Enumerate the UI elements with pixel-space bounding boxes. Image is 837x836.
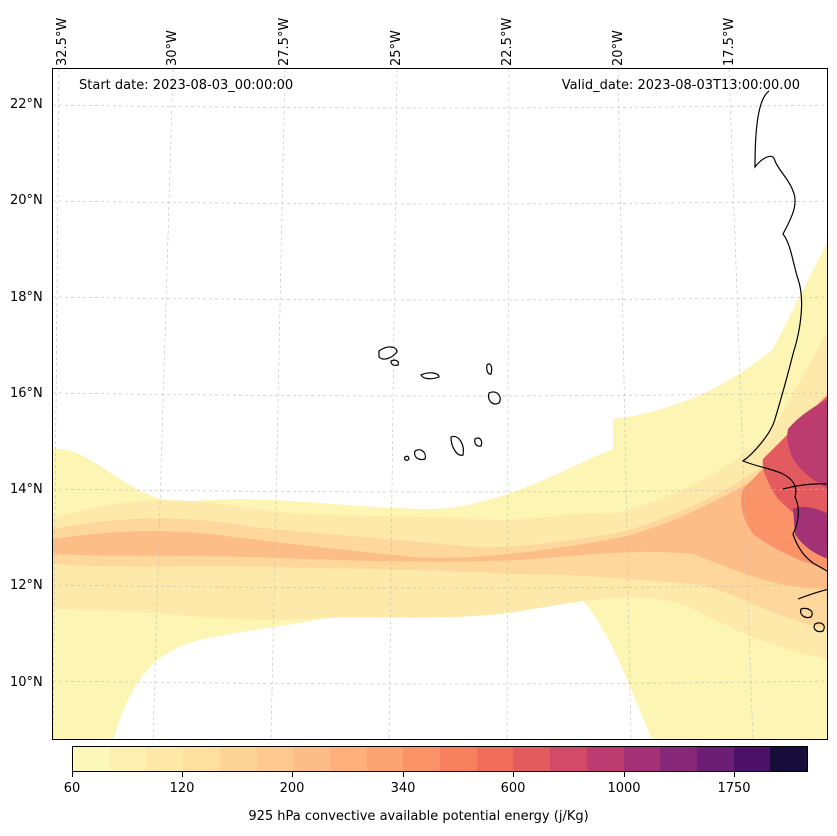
colorbar-segment — [476, 747, 514, 771]
colorbar-segment — [219, 747, 257, 771]
map-panel — [52, 68, 828, 740]
colorbar-tick-label: 1750 — [717, 781, 751, 796]
cape-band-3 — [53, 391, 827, 629]
cape-field — [53, 242, 827, 739]
colorbar-segment — [696, 747, 734, 771]
cape-band-7 — [787, 399, 827, 489]
colorbar-segment — [146, 747, 184, 771]
cape-band-2 — [53, 332, 827, 659]
island-santo-antao — [378, 346, 398, 360]
colorbar-tick — [403, 772, 404, 777]
valid-date-label: Valid_date: 2023-08-03T13:00:00.00 — [561, 78, 800, 93]
island-bissagos — [800, 607, 813, 619]
colorbar-segment — [183, 747, 220, 771]
graticule — [53, 69, 827, 739]
lon-label: 20°W — [611, 30, 626, 66]
lon-label: 27.5°W — [277, 17, 292, 66]
cape-band-4 — [53, 401, 827, 589]
lon-label: 25°W — [389, 30, 404, 66]
colorbar-tick-label: 200 — [279, 781, 305, 796]
lon-label: 30°W — [165, 30, 180, 66]
lon-label: 22.5°W — [500, 17, 515, 66]
colorbar-segment — [440, 747, 477, 771]
lat-label: 12°N — [10, 578, 43, 593]
colorbar-segment — [329, 747, 367, 771]
colorbar-segment — [366, 747, 404, 771]
lat-label: 10°N — [10, 675, 43, 690]
colorbar-tick — [624, 772, 625, 777]
colorbar-segment — [770, 747, 808, 771]
island-bissagos-2 — [813, 622, 825, 633]
coast-guinea-bissau — [797, 588, 827, 600]
colorbar-tick — [734, 772, 735, 777]
map-canvas — [53, 69, 827, 739]
island-boa-vista — [488, 391, 501, 405]
colorbar-segment — [109, 747, 147, 771]
lat-label: 16°N — [10, 386, 43, 401]
coast-gambia — [782, 483, 827, 490]
colorbar-segment — [586, 747, 624, 771]
colorbar-title: 925 hPa convective available potential e… — [248, 809, 589, 824]
lat-label: 14°N — [10, 482, 43, 497]
african-coastline — [741, 90, 827, 572]
cape-band-8 — [793, 506, 827, 559]
colorbar-tick-label: 60 — [63, 781, 81, 796]
colorbar-segment — [403, 747, 441, 771]
colorbar-segment — [293, 747, 330, 771]
island-sao-nicolau — [420, 372, 440, 380]
colorbar-segment — [73, 747, 110, 771]
island-brava — [404, 455, 410, 461]
colorbar-tick-label: 120 — [169, 781, 195, 796]
island-fogo — [414, 449, 426, 461]
island-sao-vicente — [390, 359, 400, 366]
island-maio — [474, 437, 483, 447]
colorbar-segment — [256, 747, 294, 771]
colorbar-segment — [623, 747, 661, 771]
lat-label: 18°N — [10, 290, 43, 305]
colorbar-tick — [513, 772, 514, 777]
colorbar-tick-label: 340 — [390, 781, 416, 796]
start-date-label: Start date: 2023-08-03_00:00:00 — [79, 78, 294, 93]
colorbar-segment — [660, 747, 697, 771]
colorbar-tick — [72, 772, 73, 777]
colorbar-tick — [292, 772, 293, 777]
colorbar-segment — [550, 747, 587, 771]
colorbar — [72, 746, 808, 772]
island-sal — [486, 363, 493, 375]
colorbar-segment — [513, 747, 551, 771]
lat-label: 20°N — [10, 193, 43, 208]
lon-label: 17.5°W — [722, 17, 737, 66]
lon-label: 32.5°W — [55, 17, 70, 66]
island-santiago — [450, 435, 464, 456]
colorbar-tick-label: 600 — [500, 781, 526, 796]
coastlines — [378, 90, 827, 633]
colorbar-tick-label: 1000 — [607, 781, 641, 796]
colorbar-tick — [182, 772, 183, 777]
colorbar-segment — [733, 747, 771, 771]
lat-label: 22°N — [10, 97, 43, 112]
